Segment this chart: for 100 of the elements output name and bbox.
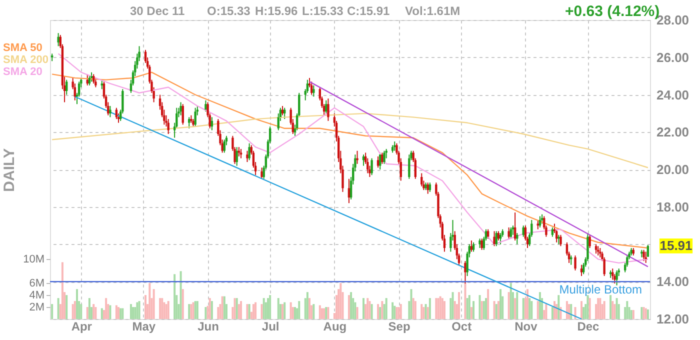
candlestick <box>480 238 483 250</box>
bar <box>484 298 487 319</box>
bar <box>368 301 371 319</box>
bar <box>472 301 475 319</box>
bar <box>526 289 529 319</box>
candlestick <box>348 178 350 204</box>
line-series <box>58 53 649 264</box>
bar <box>88 298 90 319</box>
y2-tick-label: 2M <box>29 302 44 314</box>
bar <box>452 292 454 319</box>
bar <box>269 295 272 319</box>
candlestick <box>538 216 542 228</box>
bar <box>508 292 510 319</box>
text: SMA 200 <box>3 54 48 66</box>
candlestick <box>646 244 650 258</box>
x-tick-label: Apr <box>71 320 92 334</box>
bar <box>136 302 138 319</box>
y-tick-label: 22.00 <box>656 124 690 140</box>
y-tick-label: 12.00 <box>656 312 690 326</box>
bar <box>94 307 97 319</box>
bar <box>554 301 556 319</box>
bar <box>514 298 516 319</box>
candlestick <box>167 118 170 134</box>
bar <box>580 301 582 319</box>
bar <box>130 304 132 319</box>
y-tick-label: 18.00 <box>656 199 690 214</box>
candlestick <box>210 116 214 131</box>
bar <box>566 301 568 319</box>
bar <box>610 295 612 319</box>
candlestick <box>540 214 544 224</box>
candlestick <box>312 84 315 98</box>
bar <box>530 301 533 319</box>
candlestick <box>381 152 384 164</box>
text: H:15.96 <box>255 4 298 18</box>
bar <box>238 304 240 319</box>
bar <box>420 304 423 319</box>
bar <box>122 308 124 319</box>
candlestick <box>325 100 328 114</box>
bar <box>536 301 539 319</box>
bar <box>86 307 88 319</box>
candlestick <box>310 81 313 96</box>
candlestick <box>223 139 226 154</box>
bar <box>468 295 470 319</box>
candlestick <box>248 142 250 161</box>
y-tick-label: 26.00 <box>656 50 690 65</box>
bar <box>510 283 512 319</box>
bar <box>196 301 198 319</box>
bar <box>66 295 68 319</box>
series-label: SMA 20 <box>3 66 42 78</box>
candlestick <box>115 107 118 120</box>
bar <box>495 304 498 319</box>
bar <box>138 301 140 319</box>
bar <box>528 298 531 319</box>
bar <box>148 283 151 319</box>
candlestick <box>356 150 358 164</box>
bar <box>72 304 74 319</box>
bar <box>470 307 472 319</box>
bar <box>308 298 311 319</box>
x-tick-label: Aug <box>323 320 347 334</box>
bar <box>120 308 122 319</box>
bar <box>497 301 500 319</box>
candlestick <box>536 219 539 230</box>
bar <box>443 301 446 319</box>
text: 15.91 <box>660 238 692 253</box>
bar <box>603 301 606 319</box>
candlestick <box>512 225 514 236</box>
bar <box>320 308 323 319</box>
candlestick <box>408 154 410 180</box>
bar <box>252 304 254 319</box>
bar <box>350 292 352 319</box>
bar <box>422 307 425 319</box>
y-tick-label: 24.00 <box>656 87 690 102</box>
ref-line-label: Multiple Bottom <box>559 282 642 297</box>
bar <box>458 292 460 319</box>
bar <box>306 292 308 319</box>
candlestick <box>88 76 91 86</box>
bar <box>588 298 591 319</box>
candlestick <box>551 226 554 238</box>
bar <box>556 304 558 319</box>
bar <box>264 302 267 319</box>
bar <box>318 305 321 319</box>
bar <box>362 298 364 319</box>
bar <box>464 283 466 319</box>
candlestick <box>486 228 490 240</box>
bar <box>426 307 429 319</box>
candlestick <box>497 230 500 242</box>
bar <box>538 292 541 319</box>
candlestick <box>394 140 396 152</box>
candlestick <box>644 251 647 264</box>
candlestick <box>470 240 473 252</box>
candlestick <box>182 104 184 126</box>
bar <box>340 283 342 319</box>
candlestick <box>370 158 373 176</box>
candlestick <box>588 234 591 248</box>
bar <box>57 298 60 319</box>
x-tick-label: Oct <box>452 320 472 334</box>
bar <box>381 301 384 319</box>
bar <box>400 304 402 319</box>
y-tick-label: 14.00 <box>656 274 690 290</box>
candlestick <box>376 156 380 168</box>
